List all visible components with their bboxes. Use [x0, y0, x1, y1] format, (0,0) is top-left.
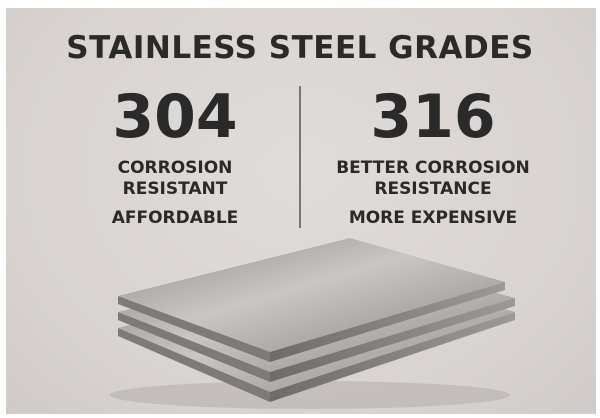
steel-plate-top [118, 238, 505, 362]
grade-316-column: 316 BETTER CORROSION RESISTANCE MORE EXP… [308, 82, 558, 228]
plate-shadow [110, 381, 510, 409]
grade-number: 304 [112, 82, 238, 152]
grade-304-column: 304 CORROSION RESISTANT AFFORDABLE [50, 82, 300, 228]
description-line: RESISTANT [122, 179, 228, 199]
description-line: CORROSION [117, 158, 233, 178]
grade-description: BETTER CORROSION RESISTANCE [308, 158, 558, 200]
grade-number: 316 [370, 82, 496, 152]
page-title: STAINLESS STEEL GRADES [66, 30, 534, 66]
description-line: BETTER CORROSION [336, 158, 530, 178]
description-line: RESISTANCE [374, 179, 492, 199]
grade-price: AFFORDABLE [111, 208, 239, 228]
grade-price: MORE EXPENSIVE [348, 208, 518, 228]
divider [299, 86, 301, 228]
grade-description: CORROSION RESISTANT [50, 158, 300, 200]
